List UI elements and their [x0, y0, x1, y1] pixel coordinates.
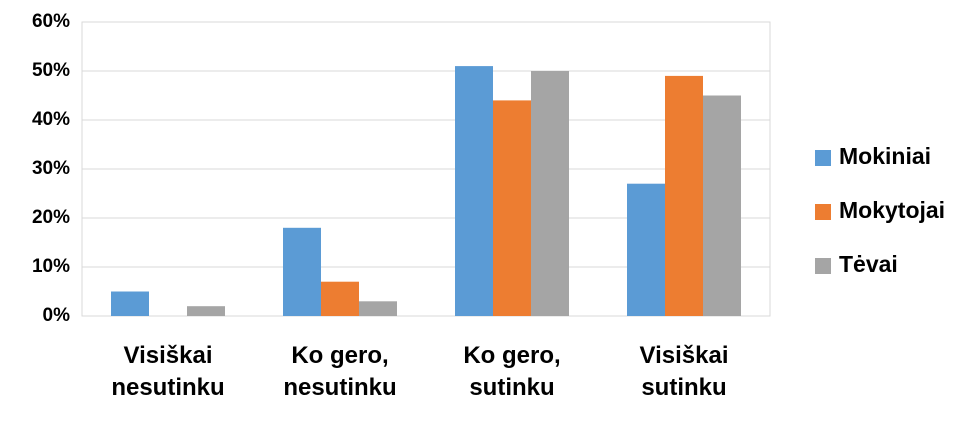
bar [455, 66, 493, 316]
y-tick-label: 10% [32, 256, 70, 277]
y-tick-label: 60% [32, 11, 70, 32]
x-tick-label: Ko gero, nesutinku [283, 342, 397, 401]
x-tick-label: Ko gero, sutinku [463, 342, 561, 401]
bar [283, 227, 321, 316]
y-tick-label: 40% [32, 109, 70, 130]
x-tick-label: Visiškai nesutinku [111, 342, 225, 401]
bar [187, 306, 225, 316]
y-tick-label: 20% [32, 207, 70, 228]
bar [665, 75, 703, 317]
y-tick-label: 50% [32, 60, 70, 81]
y-tick-label: 30% [32, 158, 70, 179]
legend-swatch [815, 258, 831, 274]
legend-label: Mokytojai [839, 197, 945, 223]
legend-swatch [815, 204, 831, 220]
legend-label: Tėvai [839, 251, 898, 277]
bar [627, 183, 665, 316]
bar [321, 281, 359, 316]
bar [531, 71, 569, 316]
legend-swatch [815, 150, 831, 166]
bar [703, 95, 741, 316]
y-tick-label: 0% [43, 305, 71, 326]
bar [493, 100, 531, 317]
x-tick-label: Visiškai sutinku [639, 342, 729, 401]
legend-label: Mokiniai [839, 143, 931, 169]
plot-border [81, 21, 771, 317]
bar [111, 291, 149, 316]
bar [359, 301, 397, 316]
